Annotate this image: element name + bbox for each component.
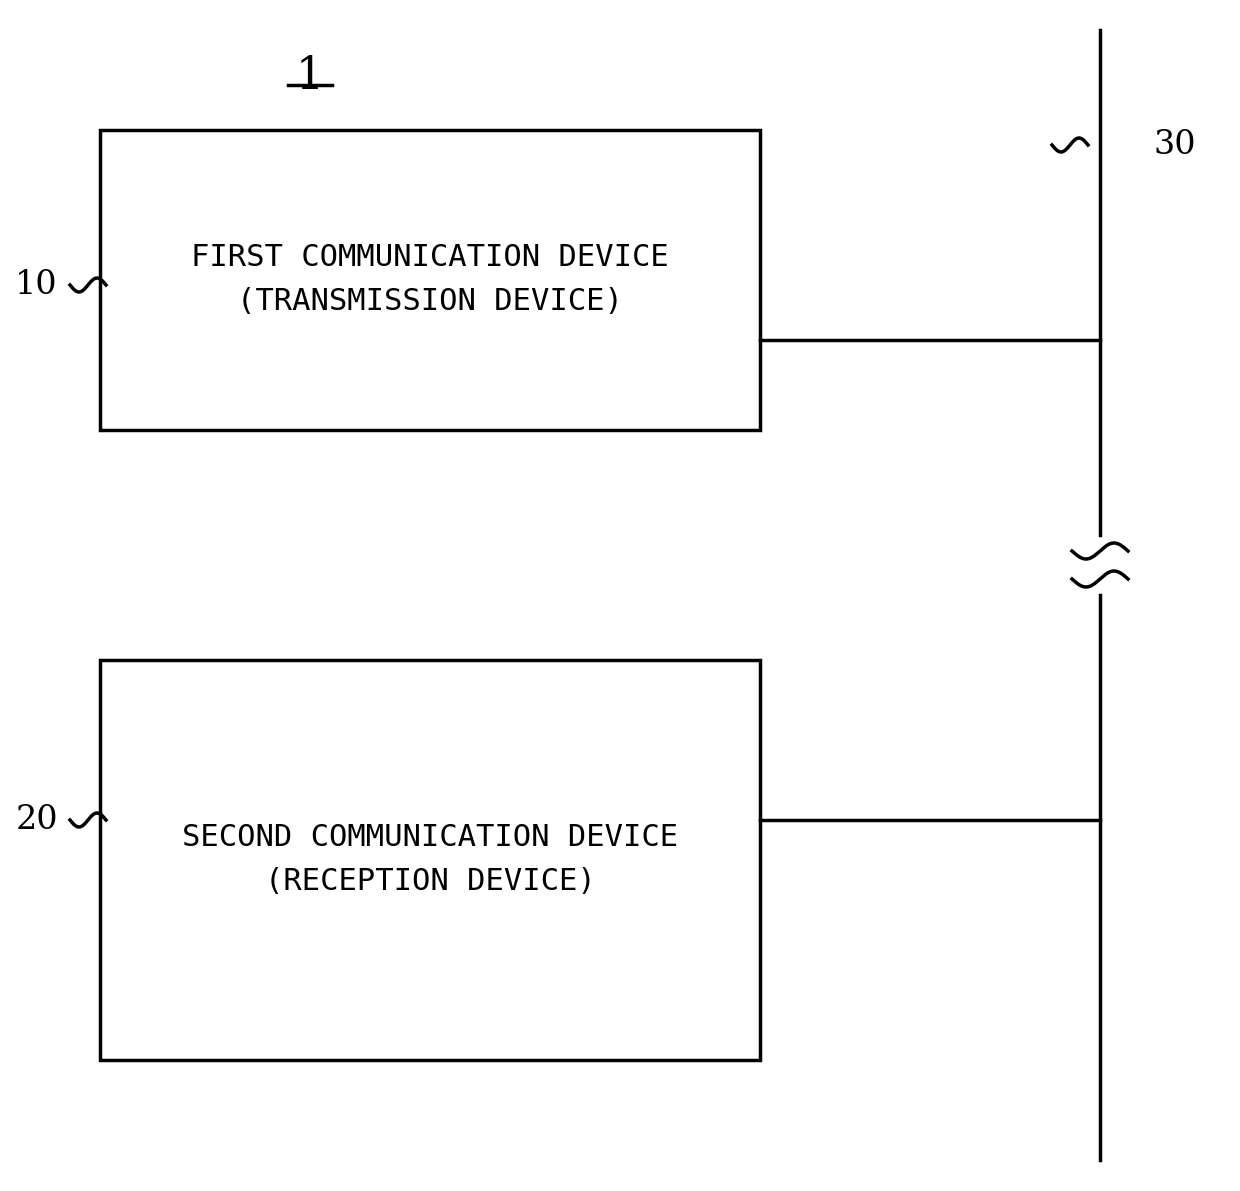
Text: SECOND COMMUNICATION DEVICE: SECOND COMMUNICATION DEVICE <box>182 823 678 853</box>
Text: 1: 1 <box>296 55 324 98</box>
Text: 30: 30 <box>1153 129 1195 161</box>
Text: (TRANSMISSION DEVICE): (TRANSMISSION DEVICE) <box>237 287 622 317</box>
Bar <box>100 660 760 1060</box>
Text: FIRST COMMUNICATION DEVICE: FIRST COMMUNICATION DEVICE <box>191 243 668 273</box>
Text: 20: 20 <box>15 804 58 836</box>
Text: (RECEPTION DEVICE): (RECEPTION DEVICE) <box>264 867 595 897</box>
Text: 10: 10 <box>15 269 58 301</box>
Bar <box>100 130 760 430</box>
